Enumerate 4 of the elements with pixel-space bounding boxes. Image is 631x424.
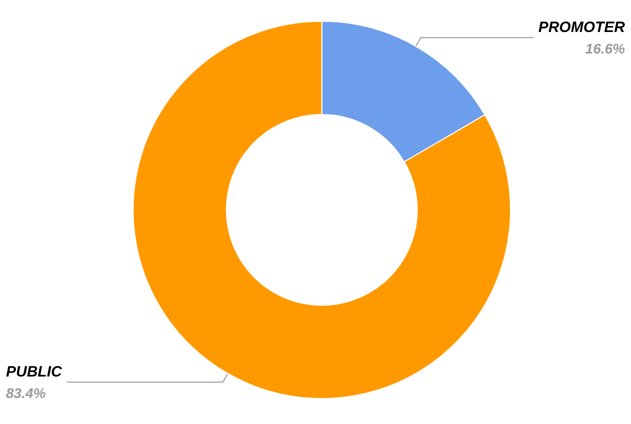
slice-label: PUBLIC <box>6 364 63 381</box>
slice-label: PROMOTER <box>538 19 626 36</box>
data-label: 83.4% <box>6 385 46 402</box>
data-label: 16.6% <box>585 40 626 57</box>
